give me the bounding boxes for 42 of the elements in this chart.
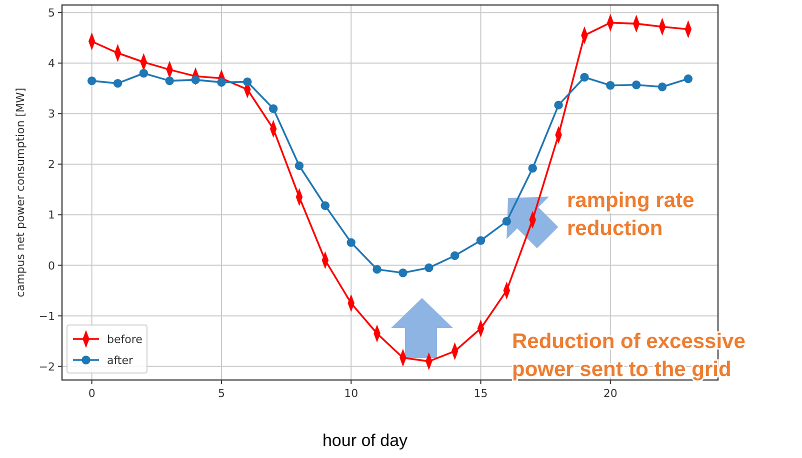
y-axis-title: campus net power consumption [MW] xyxy=(14,88,27,298)
point xyxy=(398,268,408,278)
y-tick-label: 1 xyxy=(48,208,55,222)
point xyxy=(658,82,667,92)
x-tick-label: 15 xyxy=(474,387,488,400)
point xyxy=(294,161,304,170)
point xyxy=(139,68,148,78)
x-tick-label: 0 xyxy=(88,387,96,400)
point xyxy=(87,76,96,86)
point xyxy=(502,216,512,226)
y-tick-label: 4 xyxy=(48,57,55,70)
point xyxy=(243,77,252,86)
x-tick-label: 20 xyxy=(603,387,618,400)
point xyxy=(113,78,122,88)
y-tick-label: 2 xyxy=(48,158,55,172)
point xyxy=(346,238,356,247)
x-tick-label: 10 xyxy=(344,387,358,400)
legend-label: before xyxy=(107,333,143,346)
x-tick-label: 5 xyxy=(218,387,225,400)
x-axis-title: hour of day xyxy=(322,431,408,450)
point xyxy=(268,104,278,113)
point xyxy=(554,100,563,110)
y-tick-label: −1 xyxy=(38,310,55,323)
point xyxy=(191,75,200,84)
point xyxy=(372,264,382,274)
y-tick-label: −2 xyxy=(38,360,55,374)
point xyxy=(528,164,537,173)
point xyxy=(424,263,434,272)
point xyxy=(476,236,486,245)
point xyxy=(320,201,330,210)
point xyxy=(217,78,226,87)
point xyxy=(632,80,641,90)
point xyxy=(580,72,589,82)
legend-label: after xyxy=(107,354,134,367)
y-tick-label: 0 xyxy=(48,259,55,272)
y-tick-label: 5 xyxy=(48,6,55,20)
point xyxy=(606,80,615,90)
point xyxy=(165,76,174,86)
point xyxy=(450,251,460,260)
annotation: ramping rate reduction xyxy=(567,189,694,240)
point xyxy=(684,74,693,84)
y-tick-label: 3 xyxy=(48,108,55,121)
